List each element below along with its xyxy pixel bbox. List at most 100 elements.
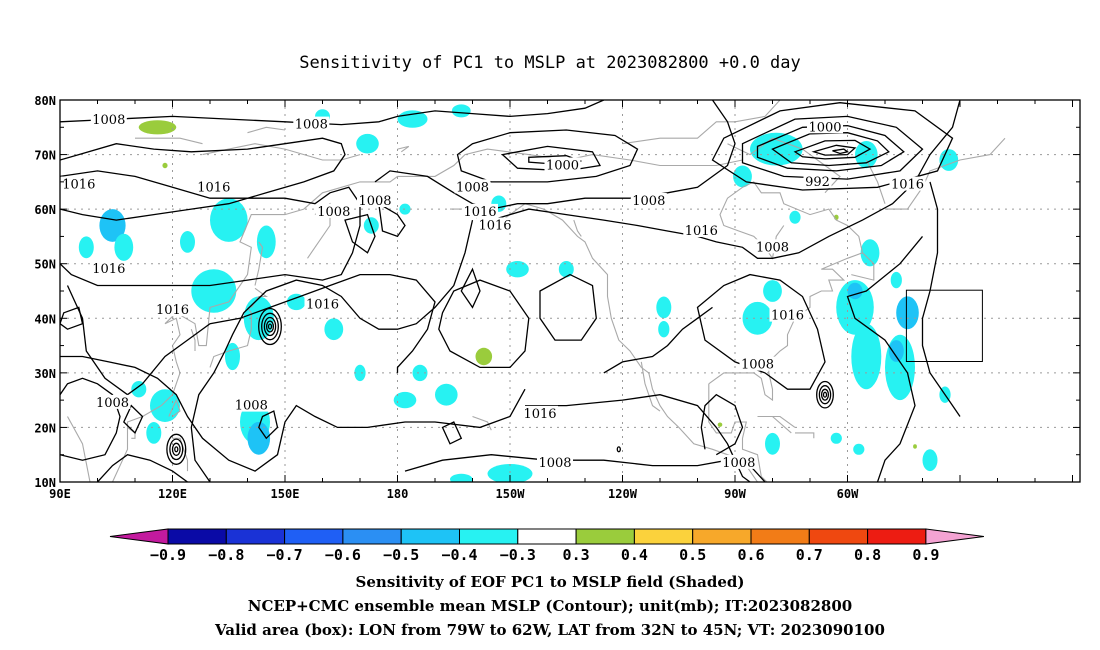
caption-line-3: Valid area (box): LON from 79W to 62W, L… bbox=[215, 621, 885, 639]
colorbar-segment bbox=[400, 528, 461, 545]
colorbar-label: −0.7 bbox=[267, 546, 303, 564]
shading-blob bbox=[830, 432, 842, 444]
shading-blob bbox=[763, 280, 782, 302]
isobar bbox=[60, 100, 605, 126]
coastline-segment bbox=[757, 415, 796, 434]
colorbar-label: 0.3 bbox=[563, 546, 590, 564]
isobar-closed bbox=[456, 129, 639, 183]
contour-label: 1016 bbox=[62, 178, 95, 193]
contour-label-bg bbox=[477, 217, 513, 232]
coastline-segment bbox=[795, 432, 815, 439]
contour-label-bg bbox=[807, 119, 843, 134]
isobar bbox=[190, 219, 474, 482]
isobar bbox=[374, 100, 736, 210]
contour-label: 1008 bbox=[632, 194, 665, 209]
shading-blob bbox=[558, 261, 574, 278]
contour-label: 1016 bbox=[478, 219, 511, 234]
shading-blob bbox=[180, 231, 195, 253]
contour-label-bg bbox=[522, 405, 558, 420]
isobar bbox=[603, 306, 713, 374]
lon-tick-label: 90E bbox=[49, 487, 71, 501]
contour-label: 1008 bbox=[756, 240, 789, 255]
contour-label: 1016 bbox=[771, 309, 804, 324]
shading-blob bbox=[750, 132, 803, 166]
coastline-segment bbox=[190, 329, 196, 351]
contour-label-bg bbox=[739, 356, 776, 371]
low-pressure-ring bbox=[820, 388, 830, 401]
coastline-segment bbox=[573, 219, 582, 237]
lat-tick-label: 10N bbox=[34, 476, 56, 490]
lon-tick-label: 180 bbox=[387, 487, 409, 501]
lon-tick-label: 90W bbox=[724, 487, 746, 501]
colorbar-label: −0.8 bbox=[208, 546, 244, 564]
shading-blob bbox=[131, 381, 147, 398]
shading-blob bbox=[789, 210, 801, 224]
colorbar-segment bbox=[808, 528, 869, 545]
contour-label: 1016 bbox=[523, 407, 556, 422]
isobar-closed bbox=[123, 404, 144, 435]
coastline-segment bbox=[622, 100, 781, 145]
shading-blob bbox=[225, 342, 240, 371]
latitude-tick-labels: 80N 70N 60N 50N 40N 30N 20N 10N bbox=[34, 94, 56, 490]
contour-label-bg bbox=[683, 223, 720, 237]
coastline-segment bbox=[640, 361, 661, 412]
shading-blob bbox=[191, 269, 237, 313]
coastline-segment bbox=[851, 252, 875, 281]
low-pressure-ring bbox=[265, 320, 275, 333]
shading-blob bbox=[286, 293, 306, 311]
contour-label: 1016 bbox=[685, 224, 718, 239]
low-pressure-ring bbox=[816, 380, 834, 409]
shading-blob bbox=[847, 282, 863, 300]
colorbar-segment bbox=[225, 528, 286, 545]
shading-blob bbox=[896, 296, 919, 330]
shading-blob bbox=[99, 209, 126, 242]
contour-label: 1016 bbox=[197, 180, 230, 195]
contour-label: 992 bbox=[805, 175, 830, 190]
contour-label: 1008 bbox=[741, 358, 774, 373]
contour-label-bg bbox=[462, 203, 498, 218]
contour-label: 1008 bbox=[92, 113, 125, 128]
low-pressure-ring bbox=[261, 312, 279, 341]
colorbar-label: 0.6 bbox=[737, 546, 764, 564]
contour-label-bg bbox=[293, 116, 330, 131]
contour-label: 1016 bbox=[891, 178, 924, 193]
contour-label-bg bbox=[544, 157, 581, 172]
isobar-closed bbox=[793, 139, 872, 160]
lat-tick-label: 60N bbox=[34, 203, 56, 217]
shading-blob bbox=[210, 198, 248, 242]
shading-blob bbox=[150, 389, 180, 422]
contour-label-bg bbox=[754, 239, 791, 254]
lon-tick-label: 150E bbox=[271, 487, 300, 501]
colorbar-label: −0.3 bbox=[500, 546, 536, 564]
shading-blob bbox=[162, 162, 168, 169]
colorbar-segment bbox=[575, 528, 635, 545]
isobar bbox=[66, 273, 436, 396]
shading-blob bbox=[922, 449, 938, 472]
contour-label: 1000 bbox=[546, 159, 579, 174]
lat-tick-label: 80N bbox=[34, 94, 56, 108]
shading-blob bbox=[138, 120, 177, 135]
isobar-closed bbox=[258, 410, 279, 440]
low-pressure-ring bbox=[267, 323, 273, 330]
contour-label-bg bbox=[720, 454, 757, 469]
colorbar-segment bbox=[517, 528, 577, 545]
shading-blob bbox=[475, 347, 493, 366]
shading-blob bbox=[853, 443, 865, 455]
shading-blob bbox=[356, 133, 379, 154]
coastline-segment bbox=[472, 415, 492, 431]
colorbar-label: 0.9 bbox=[912, 546, 939, 564]
isobar-closed bbox=[696, 273, 826, 390]
coastline-segment bbox=[397, 145, 410, 153]
coastline-segment bbox=[111, 481, 113, 482]
shading-blob bbox=[487, 464, 533, 482]
colorbar-segment bbox=[459, 528, 519, 545]
colorbar-segment bbox=[750, 528, 810, 545]
contour-label: 1008 bbox=[456, 180, 489, 195]
shading-blob bbox=[888, 340, 904, 362]
contour-label: 1016 bbox=[463, 205, 496, 220]
contour-label: 1008 bbox=[358, 194, 391, 209]
contour-label: 1008 bbox=[317, 205, 350, 220]
shading-blob bbox=[114, 233, 134, 261]
